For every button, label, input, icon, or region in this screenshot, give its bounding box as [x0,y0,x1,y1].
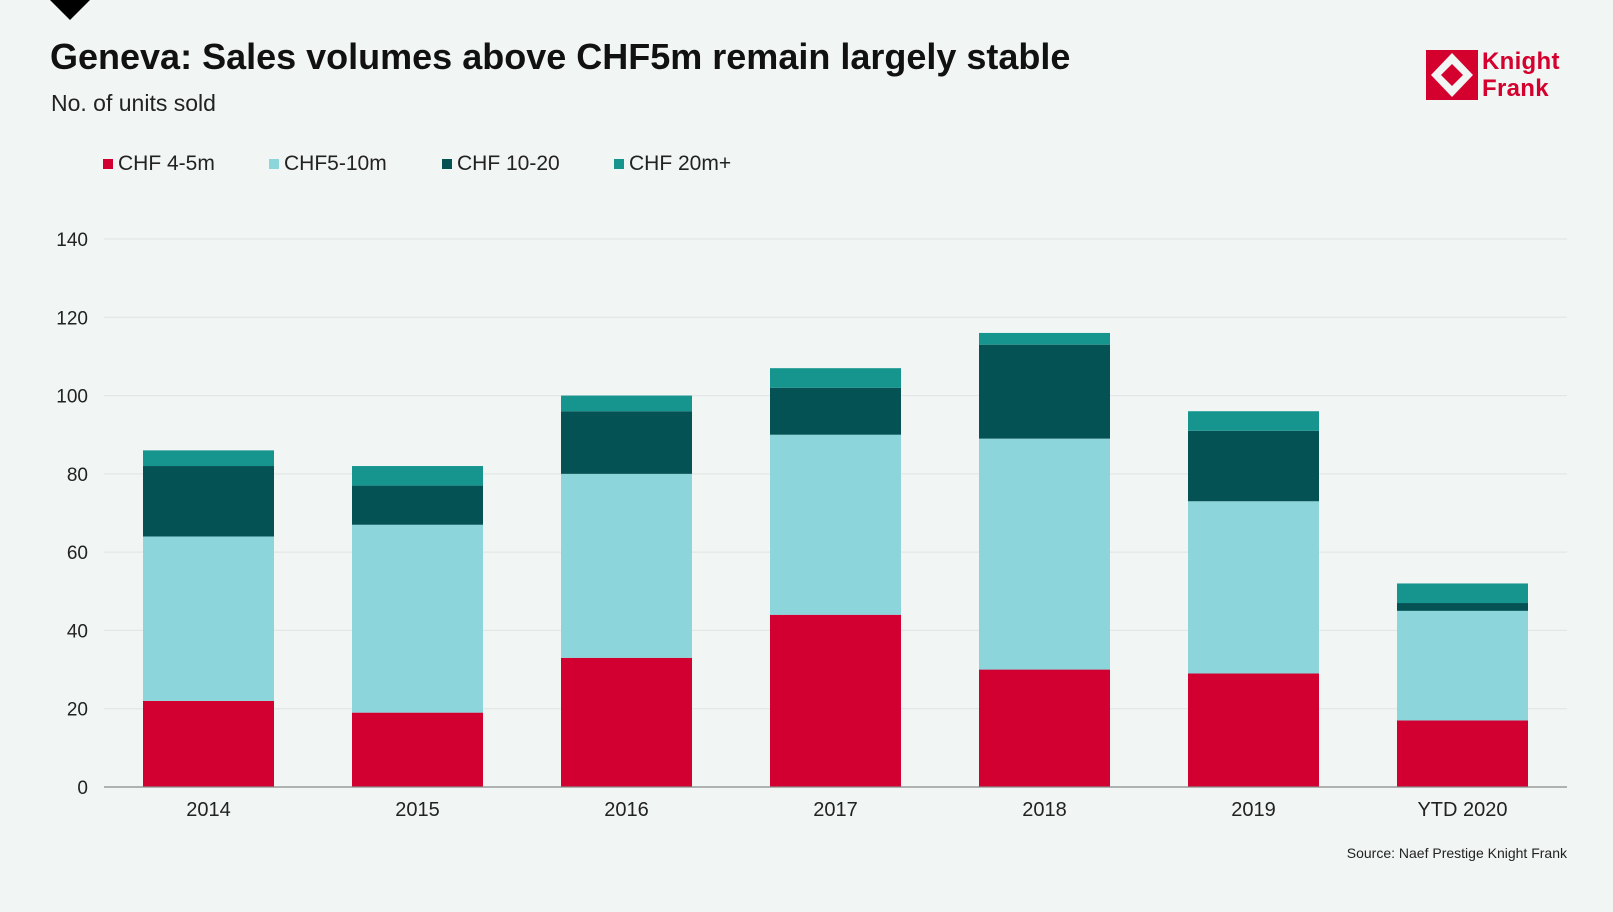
legend-label: CHF 4-5m [118,152,215,175]
bar-segment [1397,603,1528,611]
chart-legend: CHF 4-5m CHF5-10m CHF 10-20 CHF 20m+ [103,152,731,176]
bar-segment [352,712,483,787]
legend-swatch [442,159,452,169]
logo-wordmark: Knight Frank [1482,48,1560,102]
y-tick-label: 40 [67,621,88,642]
legend-swatch [269,159,279,169]
bar-segment [979,332,1110,345]
x-tick-label: 2017 [813,799,858,821]
y-tick-label: 0 [77,778,88,799]
chart-title: Geneva: Sales volumes above CHF5m remain… [50,36,1071,77]
bar-segment [1188,430,1319,502]
y-tick-label: 100 [56,387,88,408]
legend-label: CHF5-10m [284,152,387,175]
x-tick-label: 2015 [395,799,440,821]
chart-subtitle: No. of units sold [51,90,216,116]
legend-swatch [614,159,624,169]
y-tick-label: 80 [67,465,88,486]
bar-segment [1397,583,1528,604]
bar-segment [143,536,274,701]
bar-segment [770,434,901,615]
legend-item-chf-4-5m: CHF 4-5m [103,152,269,176]
bar-segment [143,700,274,787]
bar-segment [143,466,274,537]
corner-marker [50,0,90,20]
y-tick-label: 120 [56,308,88,329]
bar-segment [561,473,692,658]
bar-segment [352,524,483,713]
bar-segment [979,669,1110,787]
bar-segment [770,387,901,435]
legend-swatch [103,159,113,169]
source-note: Source: Naef Prestige Knight Frank [1346,845,1567,861]
legend-item-chf-5-10m: CHF5-10m [269,152,442,176]
x-tick-label: 2014 [186,799,231,821]
legend-item-chf-20m-plus: CHF 20m+ [614,152,731,176]
logo-text-line1: Knight [1482,48,1560,75]
legend-label: CHF 20m+ [629,152,732,175]
x-tick-label: 2016 [604,799,649,821]
bar-segment [1188,673,1319,787]
bar-segment [770,368,901,388]
bar-segment [143,450,274,467]
bar-segment [770,614,901,787]
y-tick-label: 140 [56,230,88,251]
logo-text-line2: Frank [1482,75,1549,102]
bar-segment [1397,720,1528,787]
x-tick-label: 2019 [1231,799,1276,821]
bar-segment [979,438,1110,670]
bar-segment [1397,610,1528,721]
y-tick-label: 20 [67,700,88,721]
legend-item-chf-10-20: CHF 10-20 [442,152,614,176]
bar-segment [561,395,692,412]
x-tick-label: YTD 2020 [1417,799,1507,821]
bar-segment [1188,411,1319,431]
x-tick-label: 2018 [1022,799,1067,821]
bar-segment [561,657,692,787]
bar-segment [561,411,692,474]
bar-segment [352,485,483,525]
bar-segment [352,466,483,486]
knight-frank-logo: Knight Frank [1426,48,1560,102]
y-tick-label: 60 [67,543,88,564]
bar-segment [979,344,1110,439]
bar-segment [1188,501,1319,674]
knight-frank-logo-icon [1426,50,1478,100]
legend-label: CHF 10-20 [457,152,560,175]
